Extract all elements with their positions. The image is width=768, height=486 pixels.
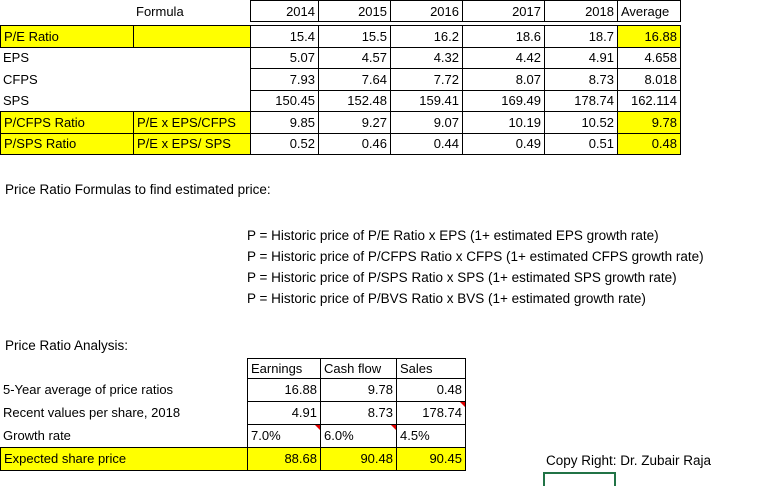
value-cell: 16.88 xyxy=(617,25,681,48)
value-cell: 7.72 xyxy=(390,68,463,91)
comment-marker xyxy=(391,425,397,431)
row-label: 5-Year average of price ratios xyxy=(3,382,174,398)
value-cell: 152.48 xyxy=(318,89,391,112)
column-header: 2014 xyxy=(250,0,319,22)
value-cell: 10.52 xyxy=(544,111,618,134)
value-cell: 16.2 xyxy=(390,25,463,48)
value-cell: 8.73 xyxy=(320,401,397,425)
value-cell: 9.85 xyxy=(250,111,319,134)
value-cell: 18.7 xyxy=(544,25,618,48)
row-label: Expected share price xyxy=(0,447,248,471)
value-cell: 4.91 xyxy=(247,401,321,425)
value-cell: 169.49 xyxy=(462,89,545,112)
selected-cell xyxy=(543,472,616,486)
value-cell: 9.27 xyxy=(318,111,391,134)
value-cell: 4.57 xyxy=(318,46,391,69)
column-header: 2017 xyxy=(462,0,545,22)
value-cell: 159.41 xyxy=(390,89,463,112)
column-header: Formula xyxy=(136,3,184,19)
value-cell: 178.74 xyxy=(396,401,466,425)
column-header: Cash flow xyxy=(320,358,397,379)
row-label: P/CFPS Ratio xyxy=(0,111,134,134)
value-cell: 7.64 xyxy=(318,68,391,91)
copyright: Copy Right: Dr. Zubair Raja xyxy=(546,453,712,468)
row-label: P/E Ratio xyxy=(0,25,134,48)
value-cell: 162.114 xyxy=(617,89,681,112)
value-cell: 7.0% xyxy=(247,424,321,448)
value-cell: 150.45 xyxy=(250,89,319,112)
column-header: 2015 xyxy=(318,0,391,22)
column-header: Earnings xyxy=(247,358,321,379)
row-label: EPS xyxy=(3,50,30,66)
row-label: SPS xyxy=(3,93,30,109)
formula-line: P = Historic price of P/CFPS Ratio x CFP… xyxy=(247,249,704,264)
comment-marker xyxy=(460,402,466,408)
value-cell: 178.74 xyxy=(544,89,618,112)
value-cell: 8.73 xyxy=(544,68,618,91)
value-cell: 15.4 xyxy=(250,25,319,48)
column-header: 2018 xyxy=(544,0,618,22)
formulas-heading: Price Ratio Formulas to find estimated p… xyxy=(5,182,271,197)
analysis-heading: Price Ratio Analysis: xyxy=(5,338,129,353)
value-cell: 88.68 xyxy=(247,447,321,471)
formula-cell xyxy=(133,68,251,91)
formula-line: P = Historic price of P/BVS Ratio x BVS … xyxy=(247,291,646,306)
value-cell: 15.5 xyxy=(318,25,391,48)
column-header: Sales xyxy=(396,358,466,379)
value-cell: 9.78 xyxy=(617,111,681,134)
value-cell: 0.44 xyxy=(390,132,463,155)
column-header: Average xyxy=(617,0,681,22)
value-cell: 4.42 xyxy=(462,46,545,69)
value-cell: 8.018 xyxy=(617,68,681,91)
value-cell: 18.6 xyxy=(462,25,545,48)
column-header: 2016 xyxy=(390,0,463,22)
value-cell: 0.49 xyxy=(462,132,545,155)
row-label: CFPS xyxy=(3,71,38,87)
formula-line: P = Historic price of P/SPS Ratio x SPS … xyxy=(247,270,677,285)
value-cell: 0.52 xyxy=(250,132,319,155)
value-cell: 0.46 xyxy=(318,132,391,155)
formula-line: P = Historic price of P/E Ratio x EPS (1… xyxy=(247,228,659,243)
value-cell: 90.48 xyxy=(320,447,397,471)
value-cell: 16.88 xyxy=(247,378,321,402)
value-cell: 4.32 xyxy=(390,46,463,69)
value-cell: 4.5% xyxy=(396,424,466,448)
value-cell: 0.48 xyxy=(396,378,466,402)
value-cell: 90.45 xyxy=(396,447,466,471)
formula-cell xyxy=(133,47,251,70)
row-label: P/SPS Ratio xyxy=(0,132,134,155)
comment-marker xyxy=(315,425,321,431)
value-cell: 9.78 xyxy=(320,378,397,402)
formula-cell: P/E x EPS/ SPS xyxy=(133,132,251,155)
value-cell: 9.07 xyxy=(390,111,463,134)
formula-cell xyxy=(133,90,251,113)
value-cell: 7.93 xyxy=(250,68,319,91)
row-label: Recent values per share, 2018 xyxy=(3,405,181,421)
value-cell: 0.51 xyxy=(544,132,618,155)
formula-cell xyxy=(133,25,251,48)
formula-cell: P/E x EPS/CFPS xyxy=(133,111,251,134)
value-cell: 8.07 xyxy=(462,68,545,91)
value-cell: 5.07 xyxy=(250,46,319,69)
value-cell: 10.19 xyxy=(462,111,545,134)
value-cell: 4.91 xyxy=(544,46,618,69)
value-cell: 0.48 xyxy=(617,132,681,155)
value-cell: 4.658 xyxy=(617,46,681,69)
row-label: Growth rate xyxy=(3,428,71,444)
value-cell: 6.0% xyxy=(320,424,397,448)
